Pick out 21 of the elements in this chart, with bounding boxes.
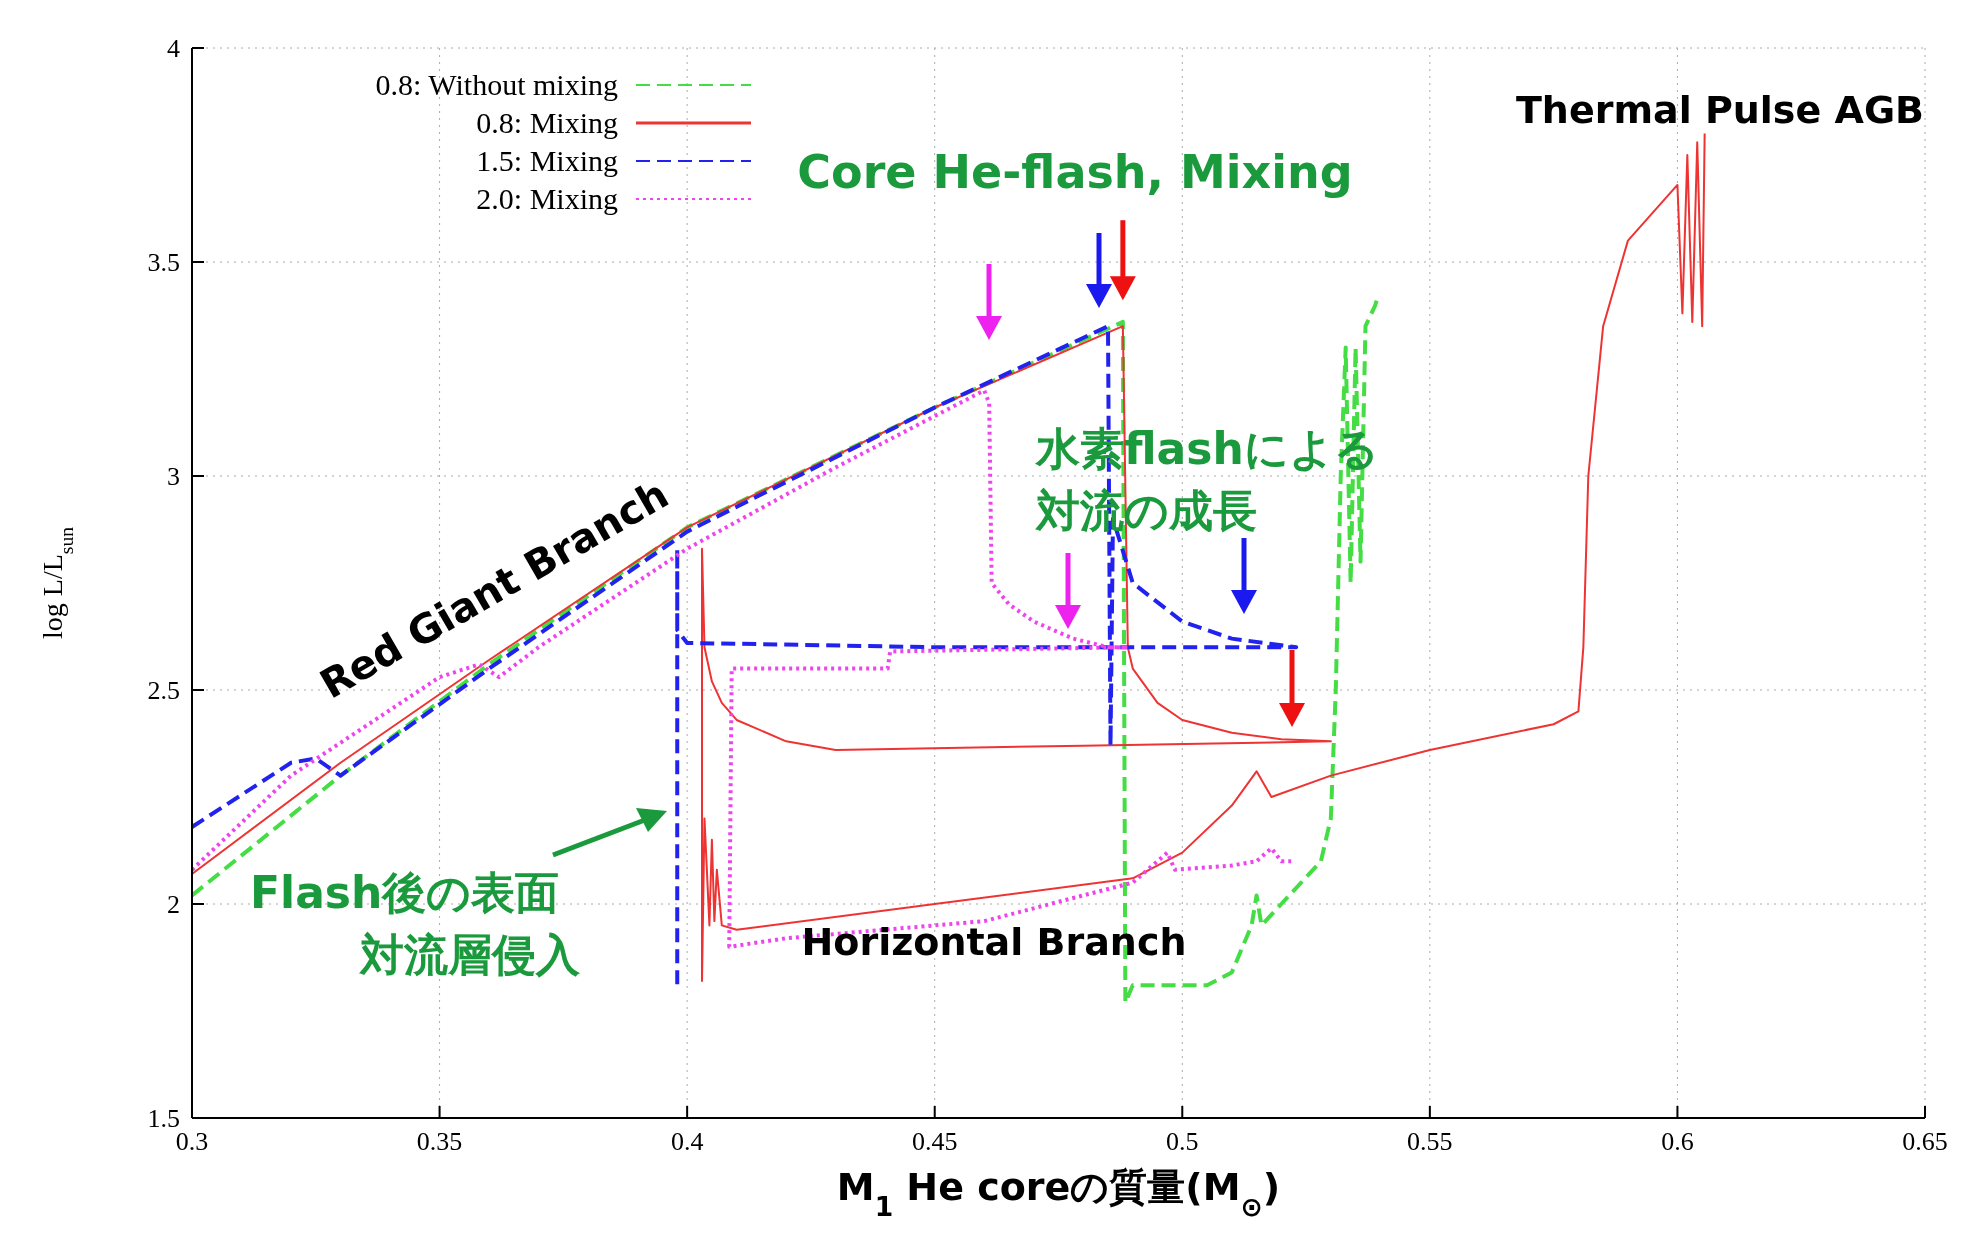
x-tick-label: 0.45 <box>911 1127 958 1157</box>
legend-label: 0.8: Mixing <box>475 106 619 140</box>
x-tick-label: 0.35 <box>416 1127 463 1157</box>
y-tick-label: 3.5 <box>147 248 180 278</box>
y-tick-label: 2 <box>167 890 180 920</box>
x-tick-label: 0.5 <box>1166 1127 1199 1157</box>
y-tick-label: 4 <box>167 34 180 64</box>
annotation: Thermal Pulse AGB <box>1515 87 1925 135</box>
x-tick-label: 0.6 <box>1661 1127 1694 1157</box>
legend-label: 1.5: Mixing <box>475 144 619 178</box>
annotation: Flash後の表面対流層侵入 <box>250 866 580 982</box>
x-tick-label: 0.65 <box>1902 1127 1948 1157</box>
annotation: Horizontal Branch <box>801 919 1187 967</box>
legend-label: 0.8: Without mixing <box>374 68 619 102</box>
y-tick-label: 2.5 <box>147 676 180 706</box>
x-axis-title: M$_{1}$ He coreの質量(M$_{⊙}$) <box>836 1165 1281 1222</box>
annotation: Core He-flash, Mixing <box>797 143 1353 201</box>
x-tick-label: 0.4 <box>670 1127 704 1157</box>
x-tick-label: 0.55 <box>1407 1127 1453 1157</box>
legend-label: 2.0: Mixing <box>475 182 619 216</box>
y-tick-label: 3 <box>167 462 180 492</box>
